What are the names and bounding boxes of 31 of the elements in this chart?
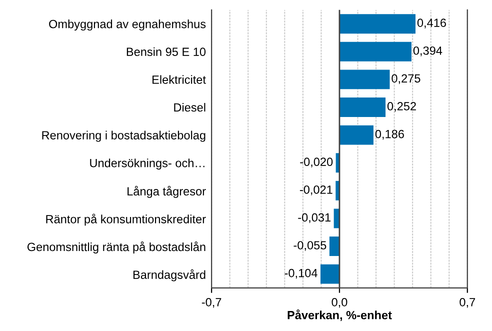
y-tick-label: Barndagsvård (133, 269, 206, 282)
y-tick-label: Ombyggnad av egnahemshus (49, 20, 206, 31)
y-tick-label: Bensin 95 E 10 (126, 47, 206, 56)
data-label: 0,275 (392, 74, 420, 84)
y-tick-label: Undersöknings- och… (90, 158, 204, 170)
x-axis-title: Påverkan, %-enhet (288, 309, 392, 322)
bar (339, 14, 416, 34)
bar (339, 70, 390, 90)
y-tick-label: Diesel (174, 102, 206, 112)
bar (320, 264, 340, 284)
data-label: -0,021 (300, 185, 332, 196)
y-tick-label: Genomsnittlig ränta på bostadslån (27, 242, 206, 254)
bar (339, 98, 386, 117)
bar (329, 236, 340, 256)
y-tick-label: Långa tågresor (128, 186, 206, 198)
data-label: 0,416 (417, 18, 446, 28)
y-tick-label: Elektricitet (152, 75, 206, 84)
bar (339, 125, 374, 145)
x-tick-label: -0,7 (202, 298, 222, 308)
x-tick-label: 0,0 (332, 298, 348, 308)
y-tick-label: Renovering i bostadsaktiebolag (42, 130, 206, 142)
data-label: -0,020 (300, 158, 333, 168)
data-label: -0,055 (294, 241, 326, 251)
data-label: 0,252 (387, 102, 416, 112)
data-label: 0,186 (375, 130, 404, 140)
data-label: -0,031 (298, 213, 330, 224)
bar (339, 42, 412, 62)
x-tick-label: 0,7 (460, 298, 476, 308)
y-tick-label: Räntor på konsumtionskrediter (46, 214, 206, 226)
data-label: 0,394 (413, 46, 442, 56)
data-label: -0,104 (284, 268, 318, 279)
